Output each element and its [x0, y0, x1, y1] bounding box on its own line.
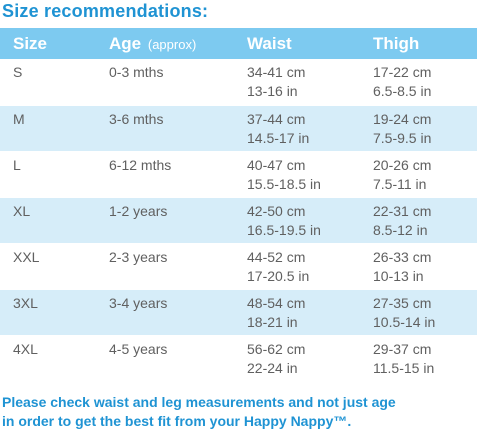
waist-in: 16.5-19.5 in — [247, 221, 321, 238]
thigh-cm: 22-31 cm — [373, 202, 432, 219]
cell-thigh: 22-31 cm 8.5-12 in — [370, 196, 477, 243]
fit-advice-line-2: in order to get the best fit from your H… — [2, 413, 352, 429]
table-row: S 0-3 mths 34-41 cm 13-16 in 17-22 cm 6.5-… — [0, 59, 477, 105]
thigh-in: 7.5-9.5 in — [373, 129, 432, 146]
waist-in: 14.5-17 in — [247, 129, 310, 146]
thigh-cm: 26-33 cm — [373, 248, 432, 265]
table-row: M 3-6 mths 37-44 cm 14.5-17 in 19-24 cm 7.… — [0, 104, 477, 151]
thigh-cm: 20-26 cm — [373, 156, 432, 173]
cell-waist: 34-41 cm 13-16 in — [244, 59, 370, 105]
thigh-in: 8.5-12 in — [373, 221, 428, 238]
thigh-cm: 29-37 cm — [373, 340, 432, 357]
page-title: Size recommendations: — [2, 1, 209, 21]
cell-waist: 40-47 cm 15.5-18.5 in — [244, 150, 370, 197]
waist-in: 15.5-18.5 in — [247, 175, 321, 192]
header-age-note: (approx) — [147, 36, 197, 52]
cell-thigh: 19-24 cm 7.5-9.5 in — [370, 104, 477, 151]
cell-age: 1-2 years — [106, 196, 244, 243]
table-row: L 6-12 mths 40-47 cm 15.5-18.5 in 20-26 c… — [0, 150, 477, 197]
header-thigh: Thigh — [370, 28, 477, 59]
header-waist: Waist — [244, 28, 370, 59]
table-row: 4XL 4-5 years 56-62 cm 22-24 in 29-37 cm 1… — [0, 334, 477, 381]
waist-in: 22-24 in — [247, 359, 298, 376]
waist-cm: 37-44 cm — [247, 110, 306, 127]
cell-thigh: 17-22 cm 6.5-8.5 in — [370, 59, 477, 105]
waist-cm: 40-47 cm — [247, 156, 306, 173]
cell-age: 4-5 years — [106, 334, 244, 381]
waist-cm: 48-54 cm — [247, 294, 306, 311]
waist-cm: 56-62 cm — [247, 340, 306, 357]
cell-age: 0-3 mths — [109, 64, 164, 80]
header-age: Age (approx) — [106, 28, 244, 59]
header-age-label: Age — [109, 33, 142, 53]
cell-size: 4XL — [0, 334, 106, 381]
cell-age: 6-12 mths — [106, 150, 244, 197]
waist-in: 13-16 in — [247, 83, 298, 99]
thigh-in: 11.5-15 in — [373, 359, 435, 376]
cell-size: M — [0, 104, 106, 151]
table-row: 3XL 3-4 years 48-54 cm 18-21 in 27-35 cm 1… — [0, 288, 477, 335]
table-row: XXL 2-3 years 44-52 cm 17-20.5 in 26-33 c… — [0, 242, 477, 289]
cell-thigh: 20-26 cm 7.5-11 in — [370, 150, 477, 197]
thigh-in: 10.5-14 in — [373, 313, 436, 330]
waist-cm: 34-41 cm — [247, 64, 306, 80]
cell-thigh: 29-37 cm 11.5-15 in — [370, 334, 477, 381]
thigh-in: 7.5-11 in — [373, 175, 427, 192]
cell-size: S — [13, 64, 23, 80]
thigh-in: 6.5-8.5 in — [373, 83, 432, 99]
cell-size: XXL — [0, 242, 106, 289]
cell-size: XL — [0, 196, 106, 243]
thigh-cm: 19-24 cm — [373, 110, 432, 127]
thigh-in: 10-13 in — [373, 267, 424, 284]
thigh-cm: 17-22 cm — [373, 64, 432, 80]
fit-advice-line-1: Please check waist and leg measurements … — [2, 394, 396, 410]
cell-age: 3-4 years — [106, 288, 244, 335]
cell-waist: 44-52 cm 17-20.5 in — [244, 242, 370, 289]
cell-waist: 48-54 cm 18-21 in — [244, 288, 370, 335]
table-row: XL 1-2 years 42-50 cm 16.5-19.5 in 22-31 … — [0, 196, 477, 243]
cell-age: 2-3 years — [106, 242, 244, 289]
cell-waist: 37-44 cm 14.5-17 in — [244, 104, 370, 151]
cell-age: 3-6 mths — [106, 104, 244, 151]
waist-in: 17-20.5 in — [247, 267, 310, 284]
thigh-cm: 27-35 cm — [373, 294, 432, 311]
cell-size: 3XL — [0, 288, 106, 335]
table-header-row: Size Age (approx) Waist Thigh — [0, 28, 477, 59]
waist-cm: 44-52 cm — [247, 248, 306, 265]
cell-waist: 42-50 cm 16.5-19.5 in — [244, 196, 370, 243]
waist-in: 18-21 in — [247, 313, 298, 330]
cell-size: L — [0, 150, 106, 197]
size-table: Size Age (approx) Waist Thigh S 0-3 mths… — [0, 28, 477, 381]
cell-thigh: 26-33 cm 10-13 in — [370, 242, 477, 289]
cell-thigh: 27-35 cm 10.5-14 in — [370, 288, 477, 335]
waist-cm: 42-50 cm — [247, 202, 306, 219]
header-size: Size — [0, 28, 106, 59]
cell-waist: 56-62 cm 22-24 in — [244, 334, 370, 381]
fit-advice-note: Please check waist and leg measurements … — [2, 393, 472, 431]
